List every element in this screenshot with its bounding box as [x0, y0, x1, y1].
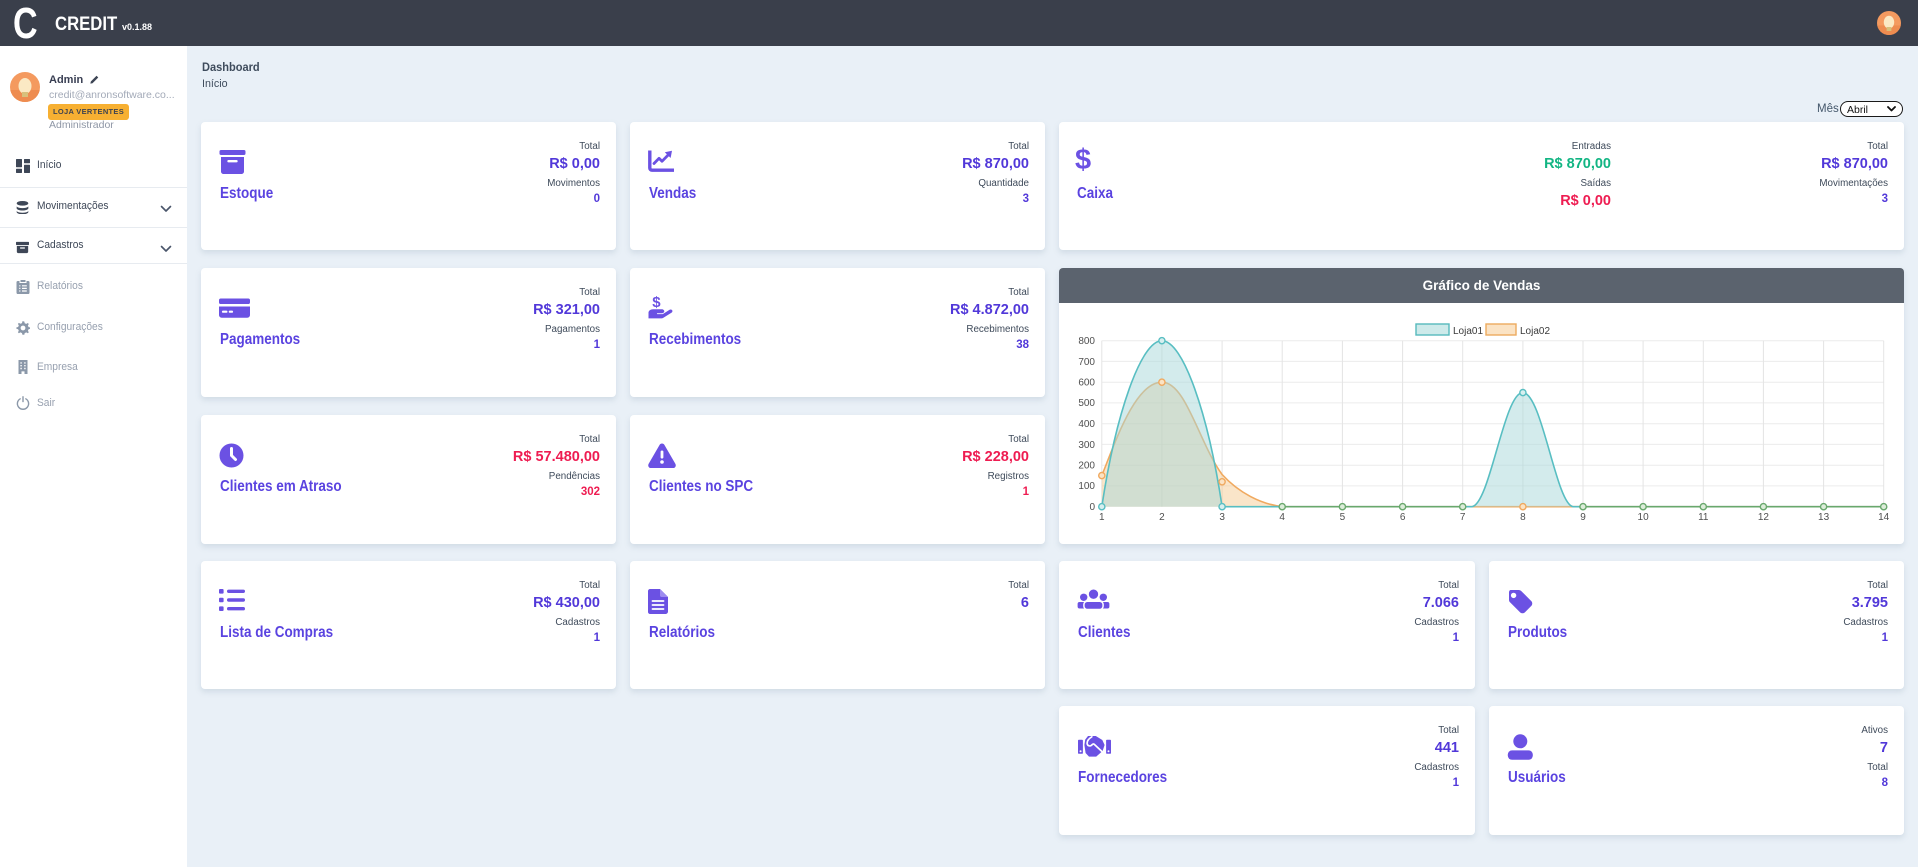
- svg-text:200: 200: [1078, 461, 1095, 472]
- svg-text:6: 6: [1400, 512, 1406, 523]
- svg-text:0: 0: [1089, 502, 1095, 513]
- svg-text:12: 12: [1758, 512, 1770, 523]
- svg-text:300: 300: [1078, 440, 1095, 451]
- svg-text:14: 14: [1878, 512, 1890, 523]
- svg-text:400: 400: [1078, 419, 1095, 430]
- svg-text:13: 13: [1818, 512, 1830, 523]
- svg-text:10: 10: [1638, 512, 1650, 523]
- svg-text:11: 11: [1698, 512, 1709, 523]
- svg-text:100: 100: [1078, 481, 1095, 492]
- svg-text:4: 4: [1279, 512, 1285, 523]
- svg-text:800: 800: [1078, 336, 1095, 347]
- svg-text:700: 700: [1078, 357, 1095, 368]
- svg-text:$: $: [652, 296, 661, 311]
- svg-text:7: 7: [1460, 512, 1466, 523]
- svg-text:600: 600: [1078, 378, 1095, 389]
- svg-text:Loja02: Loja02: [1520, 326, 1550, 337]
- svg-text:9: 9: [1580, 512, 1586, 523]
- svg-text:Loja01: Loja01: [1453, 326, 1483, 337]
- svg-text:500: 500: [1078, 398, 1095, 409]
- svg-text:8: 8: [1520, 512, 1526, 523]
- svg-text:3: 3: [1219, 512, 1225, 523]
- svg-text:2: 2: [1159, 512, 1165, 523]
- svg-text:1: 1: [1099, 512, 1105, 523]
- svg-text:5: 5: [1340, 512, 1346, 523]
